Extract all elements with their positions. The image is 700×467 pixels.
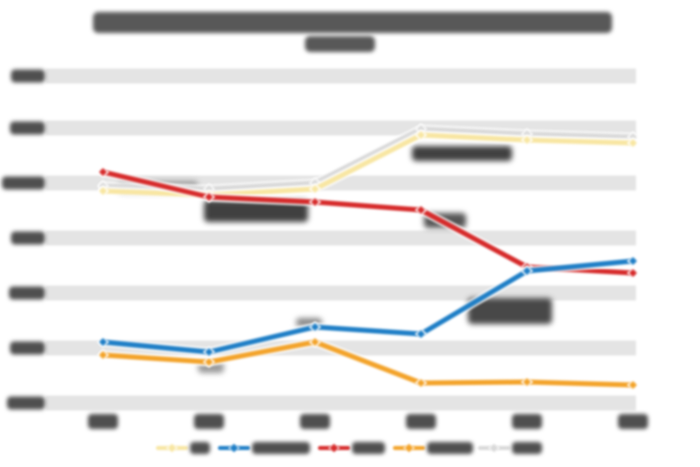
- series-orange-marker-1: [202, 355, 216, 369]
- gridline-band-0: [46, 68, 636, 84]
- annotation-blob-2: [412, 146, 512, 161]
- series-blue-marker-4: [520, 264, 534, 278]
- series-cream-marker-2: [308, 182, 322, 196]
- series-orange-marker-4: [520, 375, 534, 389]
- annotation-blob-4: [468, 298, 552, 324]
- y-axis-label-blob-1: [10, 121, 45, 135]
- y-axis-label-blob-0: [11, 69, 45, 83]
- title-blob-line-1: [305, 36, 375, 52]
- x-axis-label-blob-1: [194, 414, 224, 429]
- series-cream-marker-4: [520, 133, 534, 147]
- series-blue-line: [100, 258, 636, 355]
- gridline-band-3: [46, 230, 636, 246]
- series-blue-marker-1: [202, 345, 216, 359]
- series-cream-marker-0: [96, 184, 110, 198]
- legend-marker-diamond-series-red: [328, 442, 340, 454]
- series-red-marker-3: [414, 203, 428, 217]
- x-axis-label-blob-4: [512, 414, 542, 429]
- legend-marker-diamond-series-orange: [403, 442, 415, 454]
- legend-label-blob-series-blue: [252, 442, 310, 454]
- legend-label-blob-series-cream: [190, 442, 210, 454]
- series-red-marker-5: [626, 266, 640, 280]
- gridline-band-6: [46, 395, 636, 411]
- legend-label-blob-series-grey: [512, 442, 542, 454]
- series-orange-marker-3: [414, 376, 428, 390]
- series-cream-marker-5: [626, 136, 640, 150]
- annotation-blob-1: [204, 200, 308, 222]
- series-blue-marker-5: [626, 254, 640, 268]
- series-orange-line: [100, 339, 636, 388]
- series-orange-marker-2: [308, 335, 322, 349]
- x-axis-label-blob-3: [406, 414, 436, 429]
- y-axis-label-blob-4: [9, 286, 45, 300]
- series-red-marker-1: [202, 190, 216, 204]
- title-blob-line-0: [93, 12, 612, 33]
- series-blue-halo: [98, 256, 638, 357]
- series-blue-marker-0: [96, 335, 110, 349]
- legend-marker-diamond-series-grey: [488, 442, 500, 454]
- legend-label-blob-series-red: [352, 442, 385, 454]
- series-blue-marker-3: [414, 327, 428, 341]
- y-axis-label-blob-5: [10, 341, 45, 355]
- series-blue-marker-2: [308, 320, 322, 334]
- x-axis-label-blob-2: [300, 414, 330, 429]
- legend-marker-diamond-series-blue: [228, 442, 240, 454]
- series-red-marker-2: [308, 195, 322, 209]
- series-orange-marker-0: [96, 348, 110, 362]
- series-cream-marker-3: [414, 128, 428, 142]
- y-axis-label-blob-6: [7, 396, 45, 410]
- y-axis-label-blob-2: [2, 176, 45, 190]
- series-orange-marker-5: [626, 378, 640, 392]
- y-axis-label-blob-3: [11, 231, 45, 245]
- legend-marker-diamond-series-cream: [166, 442, 178, 454]
- legend-label-blob-series-orange: [427, 442, 473, 454]
- x-axis-label-blob-0: [88, 414, 118, 429]
- x-axis-label-blob-5: [618, 414, 648, 429]
- series-red-marker-0: [96, 165, 110, 179]
